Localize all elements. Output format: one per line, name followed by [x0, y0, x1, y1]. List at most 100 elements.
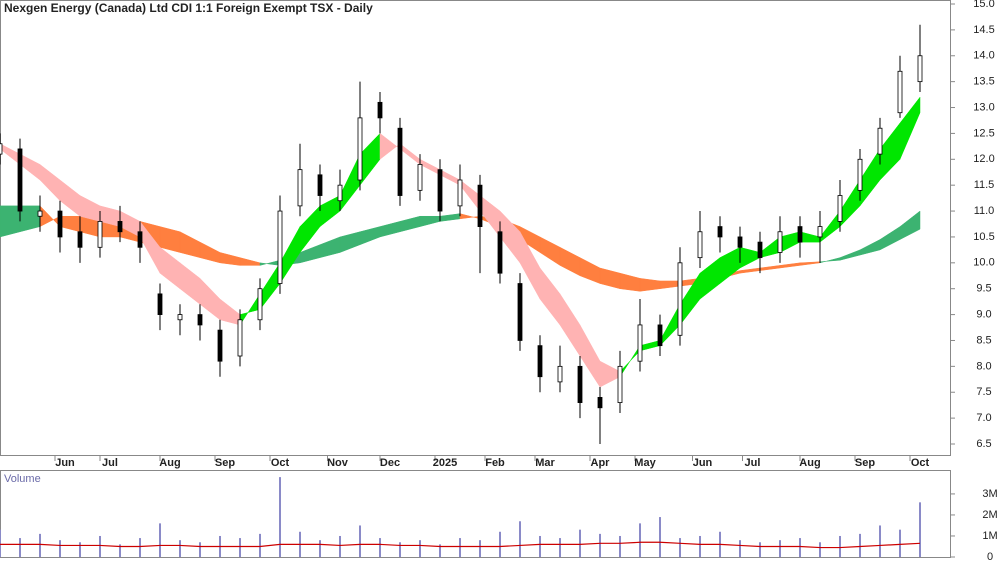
y-tick-label: 11.5 [974, 179, 995, 191]
candle-body [337, 184, 343, 202]
candle-body [0, 143, 3, 155]
y-tick-label: 9.5 [976, 283, 991, 295]
x-tick-label: Oct [271, 457, 290, 469]
y-tick-label: 9.0 [976, 308, 991, 320]
ribbon-segment [239, 293, 261, 326]
ribbon-segment [699, 257, 721, 300]
ribbon-segment [19, 205, 41, 233]
ribbon-segment [599, 360, 621, 388]
candle-body [97, 221, 103, 248]
candle-body [217, 329, 223, 362]
volume-bar [759, 542, 761, 557]
volume-bar [79, 542, 81, 557]
candle-body [657, 324, 663, 347]
x-tick-label: 2025 [433, 457, 457, 469]
candle-body [177, 314, 183, 321]
ribbon-segment [0, 205, 21, 238]
ribbon-segment [719, 246, 741, 285]
candle-body [877, 127, 883, 155]
volume-panel [0, 470, 951, 558]
volume-bar [859, 533, 861, 557]
ribbon-segment [639, 340, 661, 352]
ribbon-segment [399, 215, 421, 233]
volume-tick-label: 0 [987, 551, 993, 562]
ribbon-segment [539, 267, 561, 326]
volume-bar [679, 538, 681, 557]
ribbon-segment [179, 231, 201, 258]
y-tick-label: 14.5 [973, 24, 994, 36]
y-tick-label: 14.0 [973, 50, 994, 62]
ribbon-segment [439, 213, 461, 222]
ribbon-segment [619, 344, 641, 378]
volume-bar [0, 529, 1, 557]
x-tick-label: Dec [380, 457, 400, 469]
ribbon-segment [319, 236, 341, 258]
ribbon-segment [659, 280, 681, 289]
candle-body [917, 55, 923, 83]
volume-bar [799, 538, 801, 557]
candle-body [297, 169, 303, 207]
ribbon-segment [639, 278, 661, 292]
volume-label: Volume [4, 473, 41, 485]
ribbon-segment [779, 231, 801, 253]
candle-body [557, 365, 563, 383]
ribbon-segment [819, 257, 841, 264]
ribbon-segment [619, 272, 641, 292]
candle-body [677, 262, 683, 336]
ribbon-segment [39, 163, 61, 202]
volume-bar [399, 542, 401, 557]
ribbon-segment [739, 246, 761, 269]
candle-body [257, 288, 263, 321]
volume-tick-label: 2M [982, 509, 997, 521]
y-tick-label: 8.0 [976, 360, 991, 372]
candle-body [577, 365, 583, 403]
ribbon-segment [239, 257, 261, 266]
ribbon-segment [459, 179, 481, 212]
y-tick-label: 13.0 [973, 101, 994, 113]
volume-bar [39, 533, 41, 557]
volume-bar [479, 540, 481, 557]
candle-body [777, 231, 783, 253]
candle-body [457, 179, 463, 207]
volume-bar [199, 542, 201, 557]
volume-bar [899, 529, 901, 557]
volume-bar [119, 544, 121, 557]
ribbon-segment [859, 239, 881, 256]
ribbon-segment [599, 267, 621, 290]
ribbon-segment [439, 169, 461, 186]
volume-bar [599, 533, 601, 557]
ribbon-segment [0, 143, 21, 165]
y-tick-label: 13.5 [973, 76, 994, 88]
volume-bar [339, 535, 341, 557]
volume-bar [839, 535, 841, 557]
ribbon-segment [219, 298, 241, 326]
x-tick-label: Mar [535, 457, 555, 469]
ribbon-segment [659, 304, 681, 347]
candle-body [697, 231, 703, 259]
ribbon-segment [159, 246, 181, 290]
candle-body [117, 221, 123, 233]
ribbon-segment [319, 195, 341, 228]
volume-ma [0, 541, 921, 549]
ribbon-segment [159, 226, 181, 253]
ribbon-segment [199, 241, 221, 264]
x-tick-label: Jun [693, 457, 713, 469]
x-tick-label: Jul [745, 457, 761, 469]
volume-bar [659, 517, 661, 557]
candle-body [357, 117, 363, 181]
ribbon-segment [859, 148, 881, 207]
x-tick-label: Jun [55, 457, 75, 469]
candle-body [277, 210, 283, 284]
volume-tick-label: 3M [982, 488, 997, 500]
ribbon-segment [39, 205, 61, 228]
candle-body [517, 283, 523, 341]
x-tick-label: Aug [159, 457, 180, 469]
ribbon-segment [19, 153, 41, 181]
ribbon-segment [339, 231, 361, 253]
y-tick-label: 12.5 [973, 127, 994, 139]
candle-body [137, 231, 143, 248]
y-tick-label: 6.5 [976, 438, 991, 450]
ribbon-segment [799, 231, 821, 243]
ribbon-segment [419, 215, 441, 227]
volume-bar [359, 525, 361, 557]
